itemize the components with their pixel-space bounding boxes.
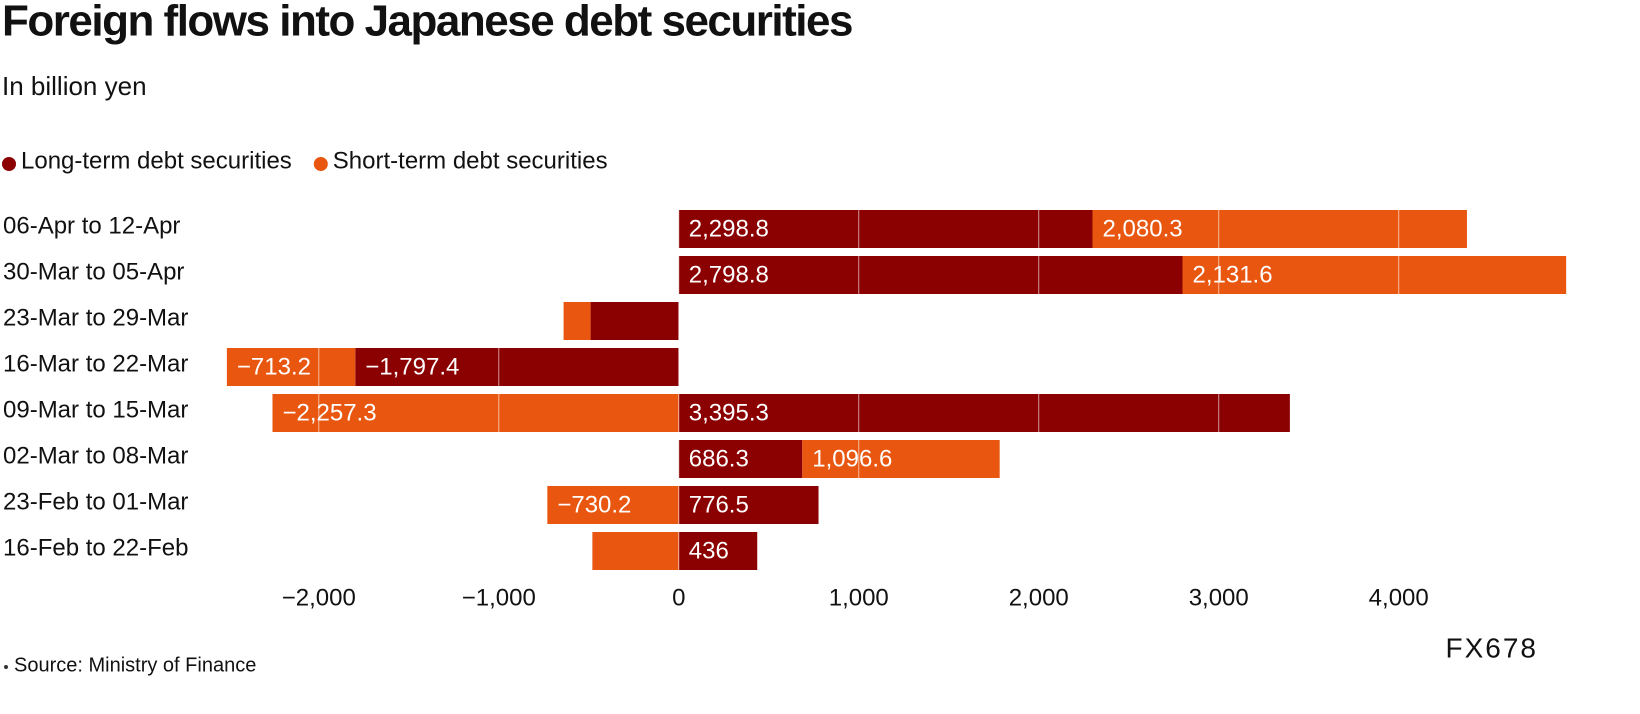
value-label: 2,131.6 (1193, 261, 1273, 288)
x-tick-label: 3,000 (1189, 584, 1249, 611)
watermark: FX678 (1446, 632, 1539, 663)
value-label: −2,257.3 (282, 399, 376, 426)
bar-segment (678, 256, 1183, 294)
x-tick-label: 0 (672, 584, 685, 611)
value-label: 686.3 (689, 445, 749, 472)
bar-segment (547, 486, 679, 524)
category-label: 06-Apr to 12-Apr (3, 212, 180, 239)
chart-title: Foreign flows into Japanese debt securit… (2, 0, 852, 46)
source: Source: Ministry of Finance (14, 654, 256, 676)
value-label: −713.2 (237, 353, 311, 380)
x-tick-label: −2,000 (282, 584, 356, 611)
value-label: 2,080.3 (1103, 215, 1183, 242)
bar-segment (355, 348, 679, 386)
bar-segment (592, 532, 679, 570)
value-label: 2,298.8 (689, 215, 769, 242)
value-label: 1,096.6 (812, 445, 892, 472)
bar-segment (678, 532, 758, 570)
bar-segment (590, 302, 679, 340)
bar-segment (1182, 256, 1567, 294)
source-bullet (4, 665, 8, 669)
x-tick-label: −1,000 (462, 584, 536, 611)
category-label: 16-Feb to 22-Feb (3, 534, 188, 561)
value-label: −1,797.4 (365, 353, 459, 380)
category-label: 30-Mar to 05-Apr (3, 258, 184, 285)
category-label: 23-Mar to 29-Mar (3, 304, 188, 331)
category-label: 02-Mar to 08-Mar (3, 442, 188, 469)
category-label: 09-Mar to 15-Mar (3, 396, 188, 423)
x-tick-label: 1,000 (829, 584, 889, 611)
value-label: 2,798.8 (689, 261, 769, 288)
value-label: 436 (689, 537, 729, 564)
bar-segment (226, 348, 356, 386)
chart-subtitle: In billion yen (2, 71, 147, 101)
category-label: 23-Feb to 01-Mar (3, 488, 188, 515)
x-tick-label: 2,000 (1009, 584, 1069, 611)
value-label: 776.5 (689, 491, 749, 518)
bar-segment (1092, 210, 1467, 248)
bar-segment (678, 394, 1290, 432)
legend-label: Short-term debt securities (333, 147, 608, 174)
value-label: 3,395.3 (689, 399, 769, 426)
bar-segment (272, 394, 679, 432)
bar-segment (802, 440, 1000, 478)
x-tick-label: 4,000 (1369, 584, 1429, 611)
bar-segment (678, 210, 1093, 248)
bar-segment (678, 440, 803, 478)
legend-label: Long-term debt securities (21, 147, 292, 174)
value-label: −730.2 (557, 491, 631, 518)
legend-swatch (313, 157, 328, 171)
bar-segment (678, 486, 819, 524)
category-label: 16-Mar to 22-Mar (3, 350, 188, 377)
legend-swatch (2, 157, 16, 171)
bar-segment (563, 302, 591, 340)
